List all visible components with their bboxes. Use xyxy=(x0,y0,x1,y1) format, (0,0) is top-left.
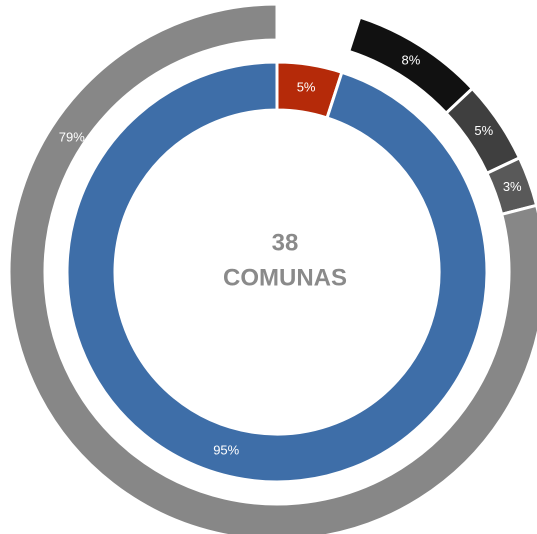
value-label: 5% xyxy=(474,123,493,138)
value-label: 3% xyxy=(503,179,522,194)
donut-slice xyxy=(277,4,360,51)
value-label: 8% xyxy=(402,52,421,67)
donut-slice xyxy=(65,60,489,484)
value-label: 79% xyxy=(59,130,85,145)
value-label: 5% xyxy=(297,80,316,95)
value-label: 95% xyxy=(213,442,239,457)
donut-slice xyxy=(7,2,537,534)
center-number: 38 xyxy=(272,229,299,256)
center-label: COMUNAS xyxy=(223,264,347,291)
